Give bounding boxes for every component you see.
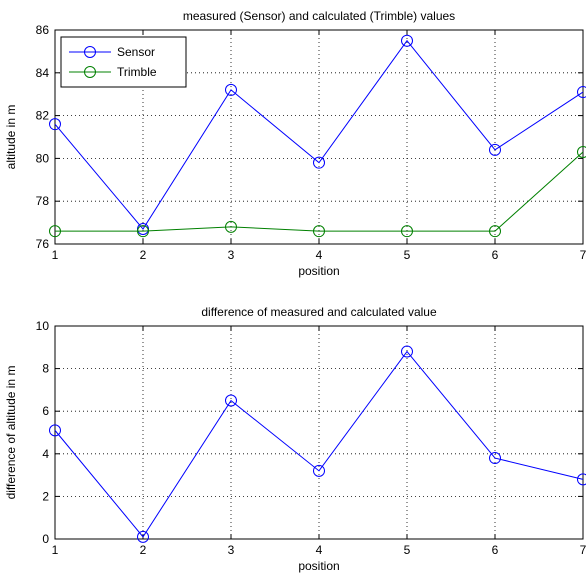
y-tick-label: 8 [42, 362, 49, 376]
legend-label: Trimble [117, 65, 157, 79]
data-point [577, 473, 586, 486]
series-line [54, 350, 584, 538]
x-tick-label: 5 [404, 248, 411, 262]
y-tick-label: 4 [42, 447, 49, 461]
data-point [401, 225, 413, 238]
data-point [49, 118, 61, 131]
y-axis-label: difference of altitude in m [4, 366, 18, 500]
x-tick-label: 4 [316, 543, 323, 557]
data-point [313, 156, 325, 169]
data-point [225, 220, 237, 233]
x-tick-label: 1 [52, 248, 59, 262]
data-point [49, 424, 61, 437]
series-line [55, 151, 584, 232]
legend: Sensor Trimble [60, 36, 187, 88]
data-point [401, 34, 413, 47]
data-point [313, 225, 325, 238]
data-point [489, 452, 501, 465]
legend-entry-trimble: Trimble [69, 65, 157, 79]
chart-title: measured (Sensor) and calculated (Trimbl… [183, 9, 455, 23]
x-tick-label: 5 [404, 543, 411, 557]
series-sensor [49, 34, 586, 236]
chart-2: 1 2 3 4 5 6 7 0 2 4 6 8 10 difference of measured and… [4, 305, 586, 573]
y-tick-label: 6 [42, 404, 49, 418]
data-point [313, 464, 325, 477]
y-tick-label: 86 [36, 23, 50, 37]
x-tick-label: 3 [228, 543, 235, 557]
x-tick-label: 6 [492, 543, 499, 557]
y-tick-label: 10 [36, 319, 50, 333]
x-tick-label: 2 [140, 248, 147, 262]
legend-label: Sensor [117, 45, 155, 59]
x-tick-label: 7 [580, 248, 586, 262]
y-tick-label: 2 [42, 489, 49, 503]
series-line [54, 39, 584, 230]
data-point [49, 225, 61, 238]
legend-box [60, 36, 187, 88]
data-point [577, 86, 586, 99]
y-tick-label: 0 [42, 532, 49, 546]
x-axis-label: position [298, 559, 339, 573]
series-1 [49, 345, 586, 543]
data-point [489, 225, 501, 238]
x-tick-label: 7 [580, 543, 586, 557]
legend-marker [84, 66, 96, 78]
data-point [577, 145, 586, 158]
chart-1: 1 2 3 4 5 6 7 76 78 80 82 84 86 measured (Sensor) and… [4, 9, 586, 278]
legend-marker [84, 46, 96, 58]
data-point [137, 530, 149, 543]
x-tick-label: 1 [52, 543, 59, 557]
data-point [401, 345, 413, 358]
y-axis-label: altitude in m [4, 105, 18, 170]
plot-area [55, 326, 583, 539]
x-tick-label: 3 [228, 248, 235, 262]
x-axis-label: position [298, 264, 339, 278]
legend-entry-sensor: Sensor [69, 45, 155, 59]
x-tick-label: 2 [140, 543, 147, 557]
y-tick-label: 78 [36, 194, 50, 208]
data-point [225, 394, 237, 407]
y-tick-label: 76 [36, 237, 50, 251]
chart-title: difference of measured and calculated va… [201, 305, 437, 319]
data-point [225, 83, 237, 96]
y-tick-label: 84 [36, 66, 50, 80]
series-trimble [49, 145, 586, 238]
x-tick-label: 6 [492, 248, 499, 262]
y-tick-label: 82 [36, 109, 50, 123]
x-tick-label: 4 [316, 248, 323, 262]
data-point [137, 225, 149, 238]
data-point [489, 143, 501, 156]
y-tick-label: 80 [36, 151, 50, 165]
